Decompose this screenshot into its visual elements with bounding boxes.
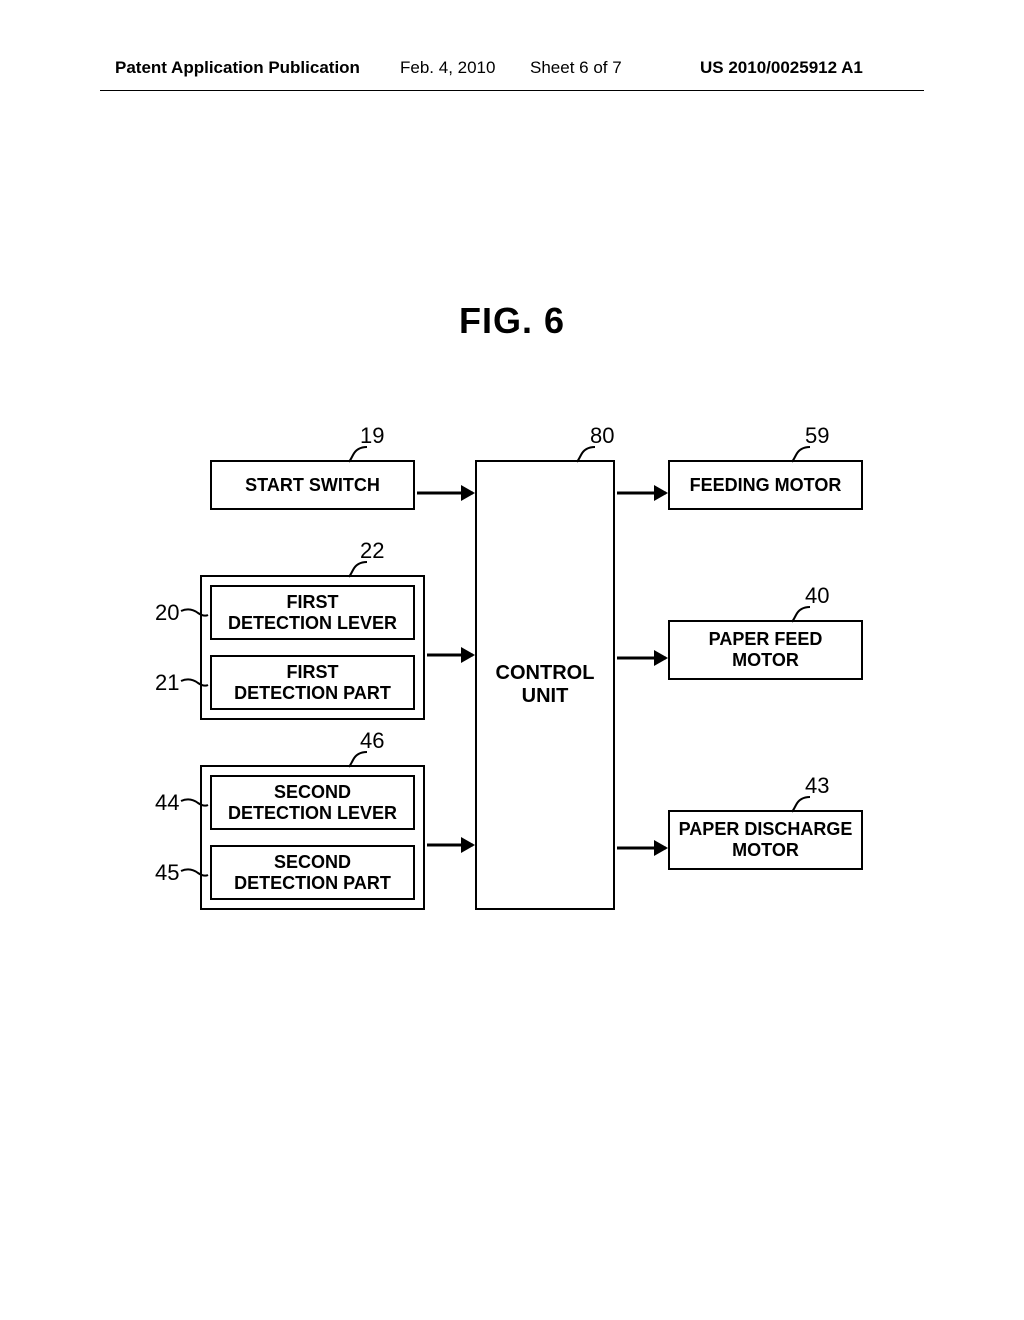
arrow-control-to-discharge <box>617 840 666 856</box>
figure-title: FIG. 6 <box>0 300 1024 342</box>
paper-feed-motor-label: PAPER FEED MOTOR <box>709 629 823 670</box>
paper-feed-motor-box: PAPER FEED MOTOR <box>668 620 863 680</box>
control-unit-label: CONTROL UNIT <box>496 662 595 708</box>
sheet-number: Sheet 6 of 7 <box>530 58 622 78</box>
ref-59: 59 <box>805 423 829 449</box>
feeding-motor-label: FEEDING MOTOR <box>690 475 842 496</box>
publication-label: Patent Application Publication <box>115 58 360 78</box>
arrow-start-to-control <box>417 485 473 501</box>
second-detection-lever-box: SECOND DETECTION LEVER <box>210 775 415 830</box>
feeding-motor-box: FEEDING MOTOR <box>668 460 863 510</box>
second-detection-lever-label: SECOND DETECTION LEVER <box>228 782 397 823</box>
block-diagram: START SWITCH 19 22 FIRST DETECTION LEVER… <box>150 420 874 960</box>
arrow-first-to-control <box>427 647 473 663</box>
paper-discharge-motor-label: PAPER DISCHARGE MOTOR <box>679 819 853 860</box>
ref-22: 22 <box>360 538 384 564</box>
first-detection-part-box: FIRST DETECTION PART <box>210 655 415 710</box>
second-detection-part-box: SECOND DETECTION PART <box>210 845 415 900</box>
control-unit-box: CONTROL UNIT <box>475 460 615 910</box>
arrow-second-to-control <box>427 837 473 853</box>
first-detection-part-label: FIRST DETECTION PART <box>234 662 391 703</box>
header-divider <box>100 90 924 91</box>
second-detection-part-label: SECOND DETECTION PART <box>234 852 391 893</box>
page-header: Patent Application Publication Feb. 4, 2… <box>0 58 1024 88</box>
paper-discharge-motor-box: PAPER DISCHARGE MOTOR <box>668 810 863 870</box>
start-switch-label: START SWITCH <box>245 475 380 496</box>
ref-46: 46 <box>360 728 384 754</box>
ref-43: 43 <box>805 773 829 799</box>
first-detection-lever-box: FIRST DETECTION LEVER <box>210 585 415 640</box>
arrow-control-to-paperfeed <box>617 650 666 666</box>
ref-20: 20 <box>155 600 179 626</box>
ref-44: 44 <box>155 790 179 816</box>
start-switch-box: START SWITCH <box>210 460 415 510</box>
publication-number: US 2010/0025912 A1 <box>700 58 863 78</box>
ref-21: 21 <box>155 670 179 696</box>
ref-40: 40 <box>805 583 829 609</box>
ref-45: 45 <box>155 860 179 886</box>
first-detection-lever-label: FIRST DETECTION LEVER <box>228 592 397 633</box>
publication-date: Feb. 4, 2010 <box>400 58 495 78</box>
ref-80: 80 <box>590 423 614 449</box>
ref-19: 19 <box>360 423 384 449</box>
arrow-control-to-feeding <box>617 485 666 501</box>
